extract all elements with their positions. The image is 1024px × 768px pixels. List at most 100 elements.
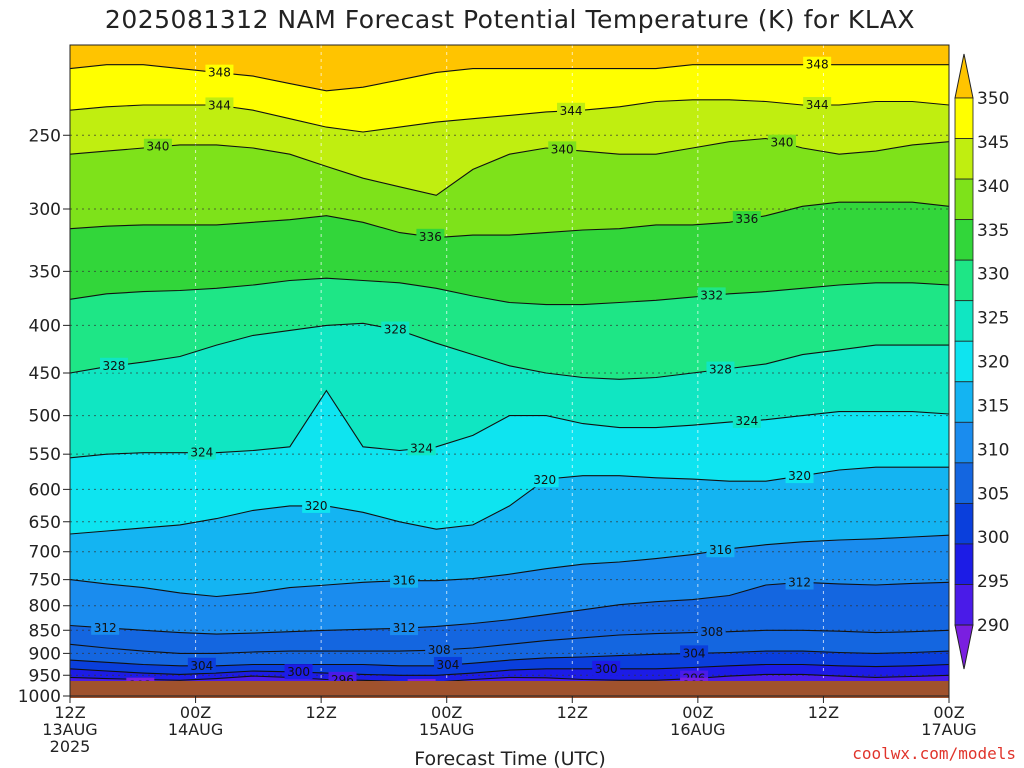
colorbar-box-1 [954,138,974,180]
contour-label-22: 312 [91,619,120,635]
contour-label-text: 320 [533,473,556,487]
y-tick-label-250: 250 [29,126,61,146]
contour-label-bg [680,645,709,661]
colorbar-box-4 [954,259,974,302]
x-tick-label-3-1: 15AUG [419,720,474,739]
y-tick-label-350: 350 [29,262,61,282]
contour-label-text: 328 [709,363,732,377]
y-tick-label-700: 700 [29,543,61,563]
contour-label-25: 308 [425,642,454,658]
contour-label-27: 304 [187,657,216,673]
band-340-344 [70,99,949,196]
contour-label-bg [91,619,120,635]
contour-label-15: 324 [407,440,436,456]
contour-label-text: 336 [735,212,758,226]
contour-label-bg [390,572,419,588]
isentrope-340 [70,137,949,196]
contour-label-bg [557,102,586,118]
contour-label-text: 304 [190,659,213,673]
x-axis-label: Forecast Time (UTC) [414,748,605,768]
contour-label-bg [302,497,331,513]
y-tick-label-600: 600 [29,480,61,500]
colorbar-box-11 [954,543,974,585]
y-tick-label-550: 550 [29,445,61,465]
y-tick-label-450: 450 [29,364,61,384]
contour-label-bg [706,361,735,377]
band-316-320 [70,467,949,597]
y-tick-label-800: 800 [29,597,61,617]
contour-label-text: 344 [806,98,829,112]
y-tick-label-1000: 1000 [18,687,61,707]
band-344-348 [70,64,949,133]
colorbar-label-350: 350 [977,89,1009,109]
contour-label-bg [697,624,726,640]
contour-label-text: 324 [410,441,433,455]
band-332-336 [70,202,949,305]
colorbar-box-6 [954,340,974,383]
credit-text: coolwx.com/models [852,744,1016,763]
colorbar-box-3 [954,219,974,261]
contour-label-10: 332 [697,287,726,303]
contour-label-bg [390,620,419,636]
contour-label-12: 328 [381,321,410,337]
contour-label-text: 340 [146,140,169,154]
contour-label-6: 340 [548,141,577,157]
contour-label-bg [530,472,559,488]
contour-label-bg [205,97,234,113]
theta-color-fill [70,45,949,696]
x-tick-label-0-1: 13AUG [42,720,97,739]
y-tick-label-850: 850 [29,621,61,641]
isentrope-336 [70,201,949,239]
contour-label-11: 328 [99,357,128,373]
contour-label-2: 344 [205,97,234,113]
contour-label-24: 312 [785,574,814,590]
contour-label-3: 344 [557,102,586,118]
contour-label-29: 304 [680,645,709,661]
contour-label-bg [284,664,313,680]
contour-label-bg [732,211,761,227]
contour-label-text: 300 [287,665,310,679]
x-tick-label-1-0: 00Z [180,703,211,722]
contour-label-30: 300 [284,664,313,680]
colorbar-label-305: 305 [977,484,1009,504]
colorbar-label-300: 300 [977,528,1009,548]
y-tick-label-750: 750 [29,571,61,591]
contour-label-bg [706,542,735,558]
contour-label-31: 300 [592,660,621,676]
y-tick-label-500: 500 [29,407,61,427]
contour-label-21: 316 [706,542,735,558]
contour-label-bg [407,440,436,456]
contour-label-bg [205,64,234,80]
isentrope-332 [70,277,949,306]
y-axis: 250 300 350 400 450 500 550 600 650 700 750 800 850 9… [18,126,70,707]
contour-label-text: 308 [428,643,451,657]
contour-label-bg [433,656,462,672]
isentrope-296 [70,673,949,683]
contour-label-bg [187,444,216,460]
contour-label-bg [697,287,726,303]
x-tick-label-3-0: 00Z [431,703,462,722]
contour-label-20: 316 [390,572,419,588]
contour-label-bg [187,657,216,673]
contour-label-18: 320 [530,472,559,488]
colorbar-box-5 [954,300,974,342]
contour-label-text: 316 [393,574,416,588]
y-tick-label-300: 300 [29,200,61,220]
band-336-340 [70,138,949,238]
contour-label-bg [416,228,445,244]
contour-label-text: 340 [551,142,574,156]
y-tick-label-950: 950 [29,666,61,686]
colorbar-box-2 [954,178,974,221]
x-tick-label-6-0: 12Z [808,703,839,722]
contour-label-text: 316 [709,543,732,557]
contour-label-14: 324 [187,444,216,460]
colorbar-top-arrow [954,53,974,99]
colorbar-label-340: 340 [977,177,1009,197]
colorbar-label-315: 315 [977,396,1009,416]
colorbar-box-10 [954,502,974,545]
colorbar-label-320: 320 [977,353,1009,373]
band-308-312 [70,582,949,654]
contour-label-7: 340 [767,134,796,150]
colorbar-label-330: 330 [977,265,1009,285]
